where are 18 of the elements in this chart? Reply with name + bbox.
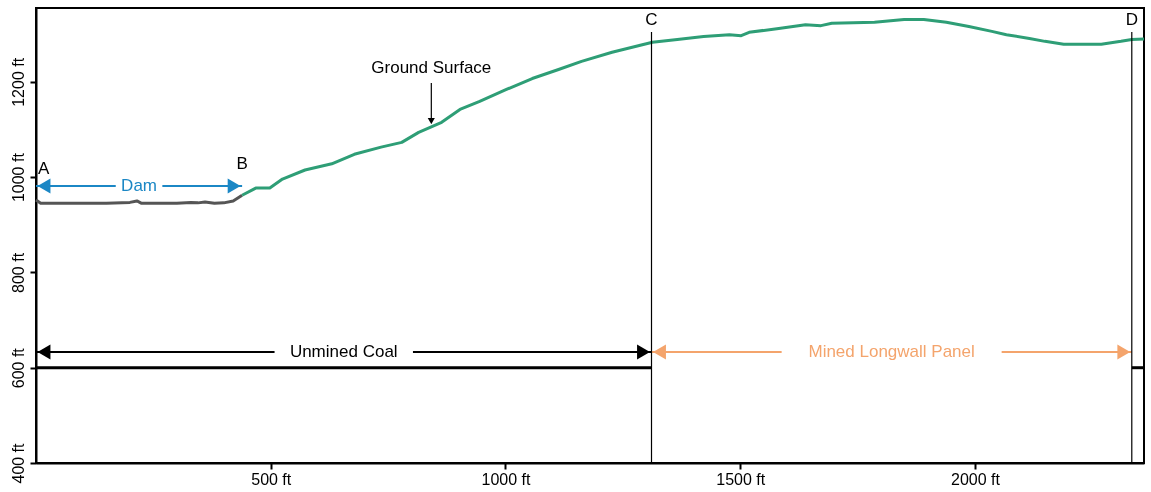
annotation: Ground Surface [371,58,492,78]
ref-line-label: D [1125,10,1138,29]
x-tick-label: 1500 ft [716,470,766,488]
y-tick-label: 400 ft [9,442,27,484]
x-tick-label: 500 ft [251,470,292,488]
annotation: Unmined Coal [289,342,398,361]
annotation: Dam [121,176,158,195]
annotation: Mined Longwall Panel [808,342,975,361]
x-tick-label: 2000 ft [951,470,1001,488]
y-tick-label: 1000 ft [9,152,27,203]
annotation: A [38,159,50,179]
annotation: B [236,154,248,174]
y-tick-label: 800 ft [9,252,27,293]
y-tick-label: 1200 ft [9,57,27,107]
y-tick-label: 600 ft [9,347,27,389]
x-tick-label: 1000 ft [481,470,532,488]
line-series [34,193,244,205]
ref-line-label: C [645,10,658,29]
